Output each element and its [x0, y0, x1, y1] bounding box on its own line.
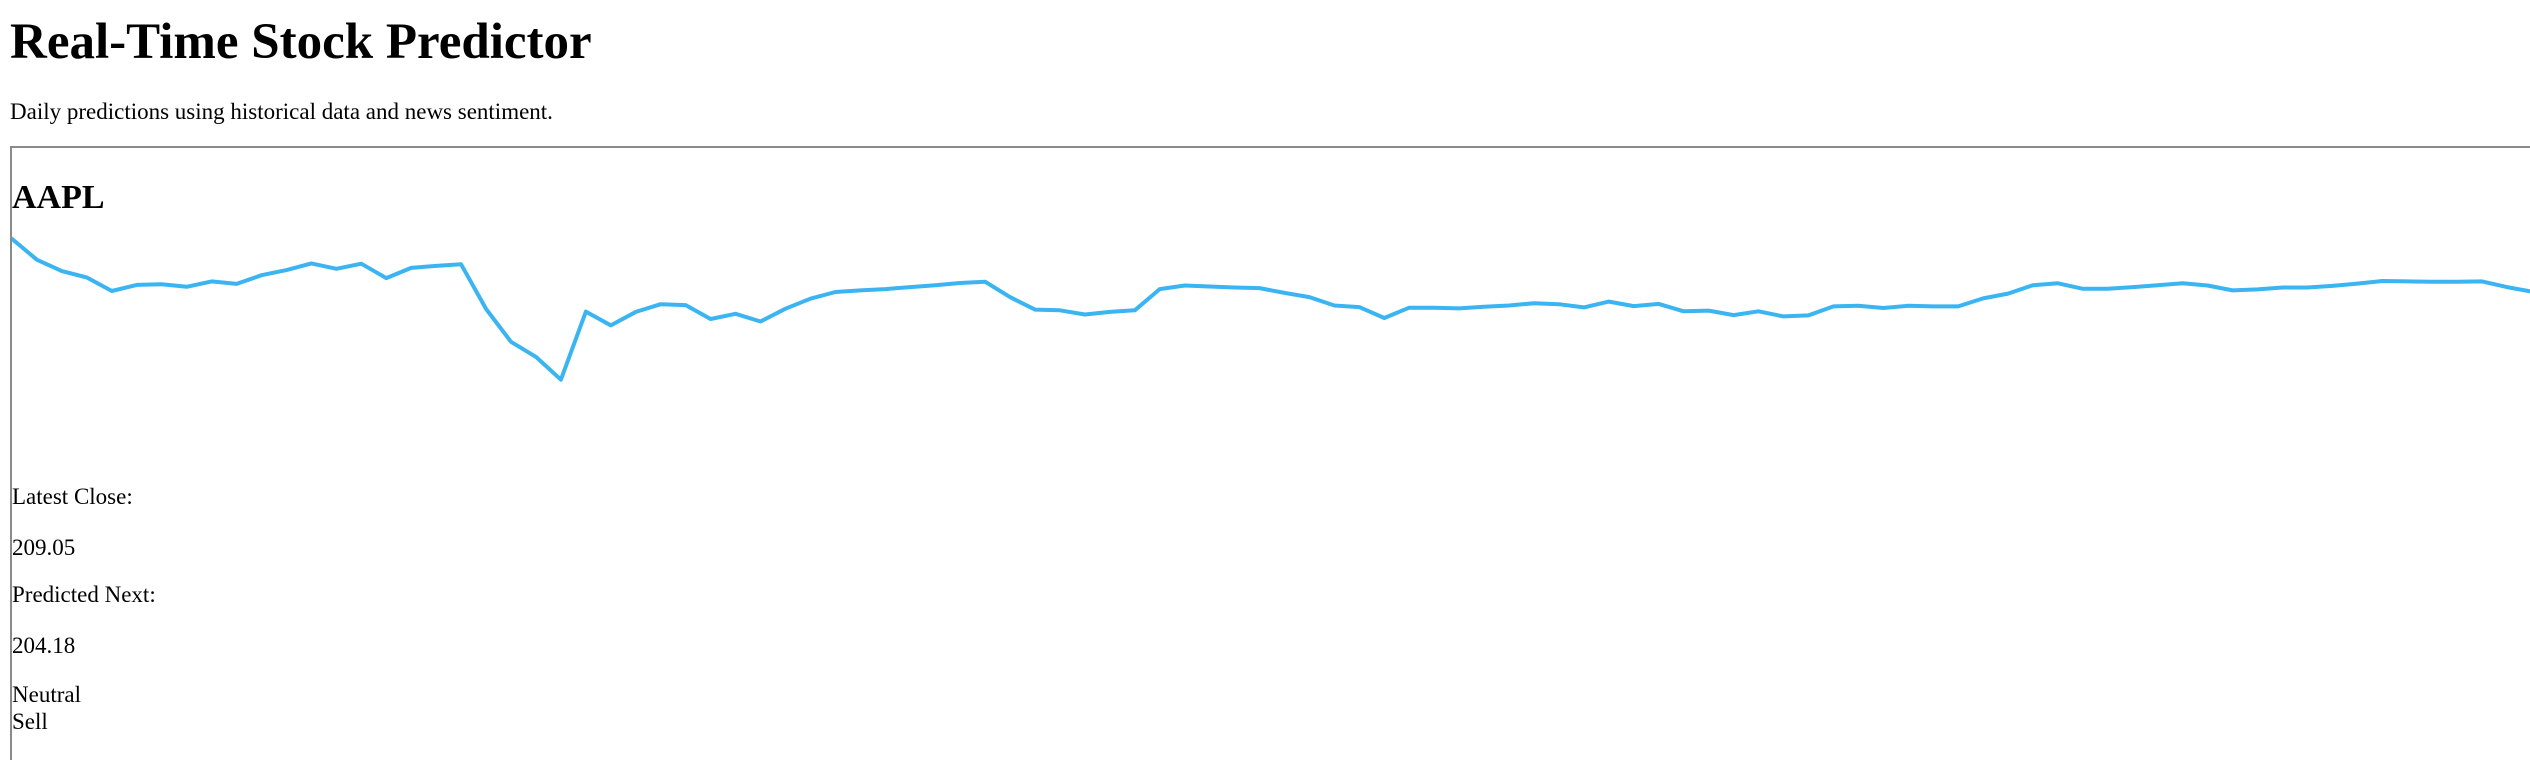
stock-card: AAPL Latest Close: 209.05 Predicted Next… [10, 146, 2530, 760]
predicted-next-label: Predicted Next: [12, 582, 156, 607]
page-subtitle: Daily predictions using historical data … [10, 99, 553, 124]
predicted-next-value: 204.18 [12, 633, 76, 658]
stock-ticker: AAPL [12, 179, 105, 216]
latest-close-label: Latest Close: [12, 484, 133, 509]
page-title: Real-Time Stock Predictor [10, 14, 592, 70]
price-series-line [12, 236, 2530, 382]
signal-group: Neutral Sell [12, 681, 2530, 735]
sentiment-label: Neutral [12, 682, 81, 707]
recommendation-label: Sell [12, 709, 48, 734]
price-chart [12, 236, 2530, 382]
latest-close-value: 209.05 [12, 535, 76, 560]
